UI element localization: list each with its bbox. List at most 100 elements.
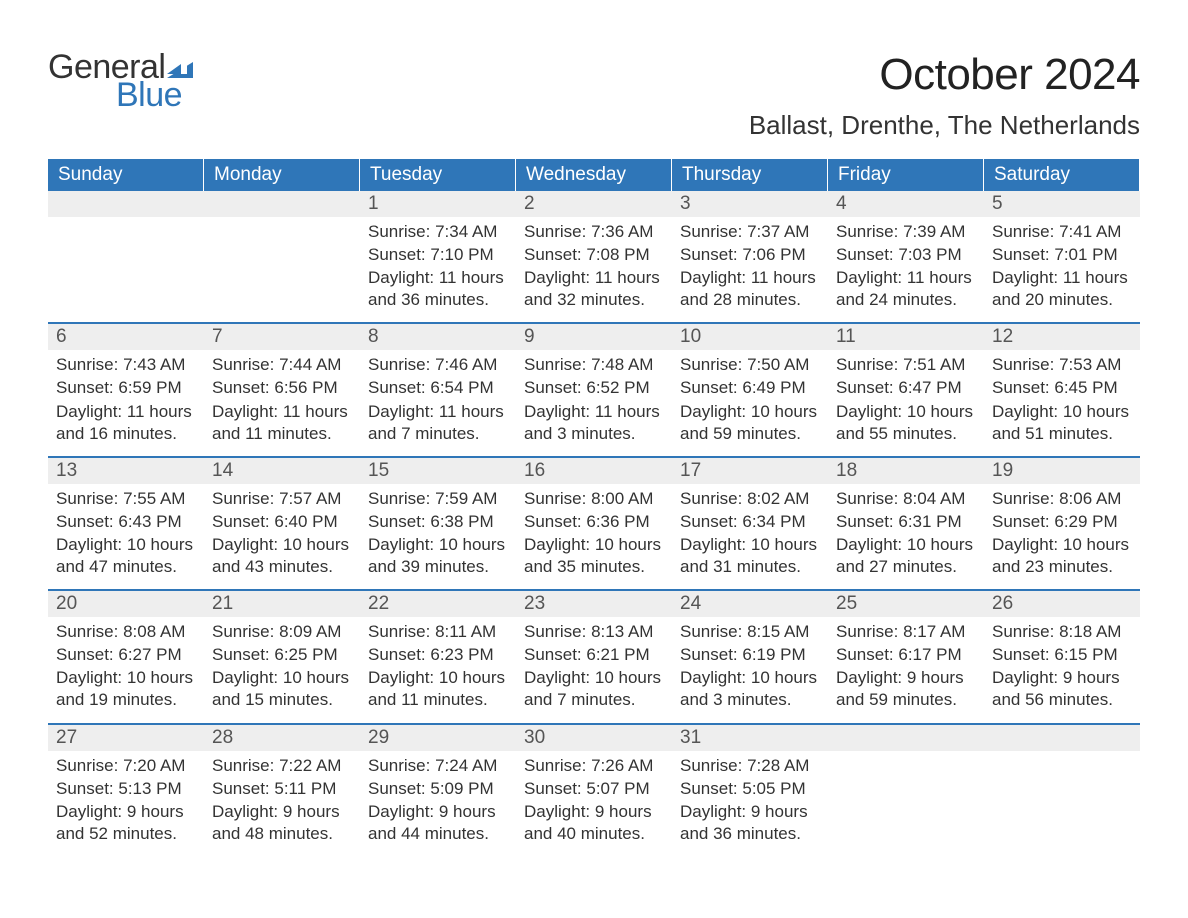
sunrise-text: Sunrise: 8:06 AM [992,488,1132,510]
sunset-text: Sunset: 5:09 PM [368,778,508,800]
cell-body: Sunrise: 7:41 AMSunset: 7:01 PMDaylight:… [984,217,1140,311]
daylight-text: Daylight: 11 hours and 28 minutes. [680,267,820,311]
cell-body: Sunrise: 7:26 AMSunset: 5:07 PMDaylight:… [516,751,672,845]
cell-body: Sunrise: 8:08 AMSunset: 6:27 PMDaylight:… [48,617,204,711]
day-number: 5 [984,191,1140,217]
sunrise-text: Sunrise: 7:43 AM [56,354,196,376]
calendar-cell: 19Sunrise: 8:06 AMSunset: 6:29 PMDayligh… [984,456,1140,589]
daylight-text: Daylight: 9 hours and 36 minutes. [680,801,820,845]
calendar-cell: 26Sunrise: 8:18 AMSunset: 6:15 PMDayligh… [984,589,1140,722]
weekday-header: Friday [828,159,984,191]
calendar-cell: 20Sunrise: 8:08 AMSunset: 6:27 PMDayligh… [48,589,204,722]
calendar-cell: 27Sunrise: 7:20 AMSunset: 5:13 PMDayligh… [48,723,204,856]
daylight-text: Daylight: 11 hours and 20 minutes. [992,267,1132,311]
sunset-text: Sunset: 6:29 PM [992,511,1132,533]
calendar-cell: 14Sunrise: 7:57 AMSunset: 6:40 PMDayligh… [204,456,360,589]
sunset-text: Sunset: 6:15 PM [992,644,1132,666]
cell-body: Sunrise: 8:00 AMSunset: 6:36 PMDaylight:… [516,484,672,578]
cell-body: Sunrise: 7:20 AMSunset: 5:13 PMDaylight:… [48,751,204,845]
sunset-text: Sunset: 6:43 PM [56,511,196,533]
logo-text-blue: Blue [116,78,193,112]
cell-body: Sunrise: 7:24 AMSunset: 5:09 PMDaylight:… [360,751,516,845]
sunrise-text: Sunrise: 7:50 AM [680,354,820,376]
sunrise-text: Sunrise: 8:08 AM [56,621,196,643]
cell-body: Sunrise: 8:13 AMSunset: 6:21 PMDaylight:… [516,617,672,711]
day-number: 18 [828,458,984,484]
daylight-text: Daylight: 10 hours and 35 minutes. [524,534,664,578]
calendar-cell: 12Sunrise: 7:53 AMSunset: 6:45 PMDayligh… [984,322,1140,455]
sunset-text: Sunset: 6:38 PM [368,511,508,533]
location-text: Ballast, Drenthe, The Netherlands [749,110,1140,141]
sunset-text: Sunset: 6:25 PM [212,644,352,666]
daylight-text: Daylight: 9 hours and 56 minutes. [992,667,1132,711]
cell-body: Sunrise: 8:18 AMSunset: 6:15 PMDaylight:… [984,617,1140,711]
calendar-cell [828,723,984,856]
daylight-text: Daylight: 11 hours and 32 minutes. [524,267,664,311]
sunset-text: Sunset: 7:10 PM [368,244,508,266]
calendar-cell: 9Sunrise: 7:48 AMSunset: 6:52 PMDaylight… [516,322,672,455]
calendar-cell: 31Sunrise: 7:28 AMSunset: 5:05 PMDayligh… [672,723,828,856]
cell-body: Sunrise: 7:37 AMSunset: 7:06 PMDaylight:… [672,217,828,311]
daylight-text: Daylight: 10 hours and 19 minutes. [56,667,196,711]
cell-body: Sunrise: 7:22 AMSunset: 5:11 PMDaylight:… [204,751,360,845]
daylight-text: Daylight: 10 hours and 43 minutes. [212,534,352,578]
daylight-text: Daylight: 10 hours and 23 minutes. [992,534,1132,578]
cell-body: Sunrise: 8:04 AMSunset: 6:31 PMDaylight:… [828,484,984,578]
day-number [984,725,1140,751]
sunrise-text: Sunrise: 7:46 AM [368,354,508,376]
day-number: 7 [204,324,360,350]
day-number: 29 [360,725,516,751]
day-number: 17 [672,458,828,484]
calendar-cell: 29Sunrise: 7:24 AMSunset: 5:09 PMDayligh… [360,723,516,856]
weekday-header: Saturday [984,159,1140,191]
day-number [828,725,984,751]
day-number: 8 [360,324,516,350]
sunset-text: Sunset: 6:19 PM [680,644,820,666]
calendar-cell: 1Sunrise: 7:34 AMSunset: 7:10 PMDaylight… [360,191,516,322]
calendar-cell: 21Sunrise: 8:09 AMSunset: 6:25 PMDayligh… [204,589,360,722]
cell-body: Sunrise: 8:06 AMSunset: 6:29 PMDaylight:… [984,484,1140,578]
daylight-text: Daylight: 10 hours and 31 minutes. [680,534,820,578]
sunset-text: Sunset: 6:36 PM [524,511,664,533]
sunset-text: Sunset: 7:01 PM [992,244,1132,266]
day-number: 3 [672,191,828,217]
daylight-text: Daylight: 11 hours and 24 minutes. [836,267,976,311]
day-number [204,191,360,217]
sunrise-text: Sunrise: 7:48 AM [524,354,664,376]
sunrise-text: Sunrise: 7:39 AM [836,221,976,243]
calendar-cell: 2Sunrise: 7:36 AMSunset: 7:08 PMDaylight… [516,191,672,322]
month-title: October 2024 [749,50,1140,100]
cell-body: Sunrise: 8:17 AMSunset: 6:17 PMDaylight:… [828,617,984,711]
daylight-text: Daylight: 11 hours and 36 minutes. [368,267,508,311]
day-number: 13 [48,458,204,484]
sunset-text: Sunset: 6:47 PM [836,377,976,399]
day-number: 31 [672,725,828,751]
cell-body: Sunrise: 7:43 AMSunset: 6:59 PMDaylight:… [48,350,204,444]
daylight-text: Daylight: 10 hours and 7 minutes. [524,667,664,711]
daylight-text: Daylight: 9 hours and 40 minutes. [524,801,664,845]
cell-body: Sunrise: 7:57 AMSunset: 6:40 PMDaylight:… [204,484,360,578]
calendar-cell: 30Sunrise: 7:26 AMSunset: 5:07 PMDayligh… [516,723,672,856]
cell-body: Sunrise: 7:36 AMSunset: 7:08 PMDaylight:… [516,217,672,311]
daylight-text: Daylight: 9 hours and 59 minutes. [836,667,976,711]
sunset-text: Sunset: 6:31 PM [836,511,976,533]
sunrise-text: Sunrise: 8:15 AM [680,621,820,643]
calendar-cell: 15Sunrise: 7:59 AMSunset: 6:38 PMDayligh… [360,456,516,589]
daylight-text: Daylight: 10 hours and 39 minutes. [368,534,508,578]
cell-body: Sunrise: 7:55 AMSunset: 6:43 PMDaylight:… [48,484,204,578]
sunrise-text: Sunrise: 7:36 AM [524,221,664,243]
day-number: 22 [360,591,516,617]
day-number: 2 [516,191,672,217]
sunrise-text: Sunrise: 7:55 AM [56,488,196,510]
day-number: 9 [516,324,672,350]
day-number: 25 [828,591,984,617]
daylight-text: Daylight: 10 hours and 55 minutes. [836,401,976,445]
sunset-text: Sunset: 6:40 PM [212,511,352,533]
daylight-text: Daylight: 10 hours and 27 minutes. [836,534,976,578]
sunset-text: Sunset: 6:27 PM [56,644,196,666]
calendar-cell: 8Sunrise: 7:46 AMSunset: 6:54 PMDaylight… [360,322,516,455]
weekday-header: Thursday [672,159,828,191]
sunset-text: Sunset: 7:06 PM [680,244,820,266]
cell-body: Sunrise: 7:34 AMSunset: 7:10 PMDaylight:… [360,217,516,311]
calendar-cell: 7Sunrise: 7:44 AMSunset: 6:56 PMDaylight… [204,322,360,455]
